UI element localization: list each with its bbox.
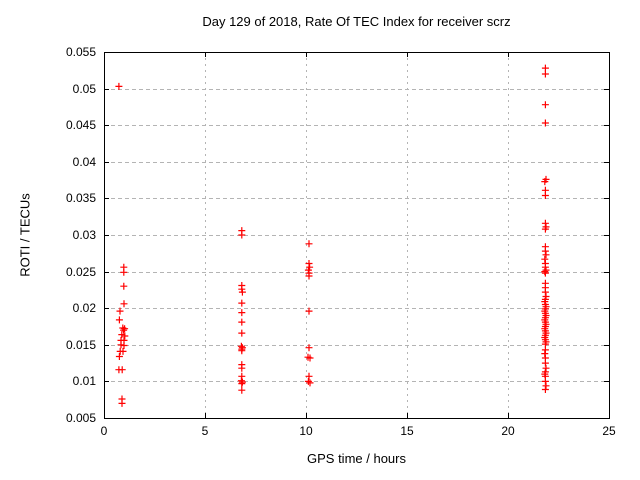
chart-title: Day 129 of 2018, Rate Of TEC Index for r… [202,14,511,29]
data-point-marker [121,332,129,340]
y-tick-label: 0.015 [65,337,96,352]
data-point-marker [541,268,549,276]
data-point-marker [238,347,246,355]
data-point-marker [238,386,246,394]
data-point-marker [541,269,549,277]
data-point-marker [305,240,313,248]
data-point-marker [306,354,314,362]
data-point-marker [120,300,128,308]
y-tick-label: 0.045 [65,118,96,133]
data-point-marker [120,268,128,276]
data-point-marker [120,342,128,349]
data-point-marker [238,231,246,239]
y-tick-label: 0.01 [72,374,96,389]
data-point-marker [305,344,313,352]
data-point-marker [120,326,128,334]
data-point-marker [541,64,549,72]
data-point-marker [120,282,128,290]
data-point-marker [541,119,549,127]
data-point-marker [238,288,246,296]
data-point-marker [118,331,126,339]
data-point-marker [541,225,549,233]
x-axis-label: GPS time / hours [307,451,406,466]
x-tick-label: 25 [602,424,616,438]
data-point-marker [118,366,126,374]
x-tick-label: 10 [299,424,313,438]
y-tick-label: 0.03 [72,228,96,242]
data-point-marker [238,318,246,326]
data-point-marker [238,309,246,317]
data-point-marker [541,101,549,109]
data-point-marker [238,329,246,337]
data-point-marker [238,299,246,307]
y-tick-label: 0.005 [65,411,96,425]
data-point-marker [306,379,314,387]
data-point-marker [305,272,313,280]
data-point-marker [238,364,246,372]
data-point-marker [115,316,123,324]
data-point-marker [121,325,129,333]
data-point-marker [541,70,549,78]
data-point-marker [117,341,125,349]
data-point-marker [118,399,126,407]
data-point-marker [115,353,123,360]
y-tick-label: 0.05 [72,81,96,96]
data-point-marker [238,380,246,388]
data-point-marker [304,377,312,385]
x-tick-label: 20 [501,424,515,438]
y-tick-label: 0.04 [72,154,96,169]
x-tick-label: 0 [100,424,108,438]
data-point-marker [541,192,549,199]
y-tick-label: 0.055 [65,45,96,59]
data-point-marker [305,307,313,315]
y-tick-label: 0.035 [65,191,96,206]
x-tick-label: 5 [201,424,209,438]
data-point-marker [541,350,549,358]
data-point-marker [541,178,549,186]
data-point-marker [541,386,549,393]
data-point-marker [541,346,549,354]
data-point-marker [116,307,124,315]
data-point-marker [119,347,127,355]
y-tick-label: 0.025 [65,264,96,279]
data-point-marker [542,251,550,259]
y-tick-label: 0.02 [72,301,96,316]
data-point-marker [541,255,549,263]
data-point-marker [115,82,123,90]
scatter-series [115,64,550,407]
x-tick-label: 15 [400,424,414,438]
